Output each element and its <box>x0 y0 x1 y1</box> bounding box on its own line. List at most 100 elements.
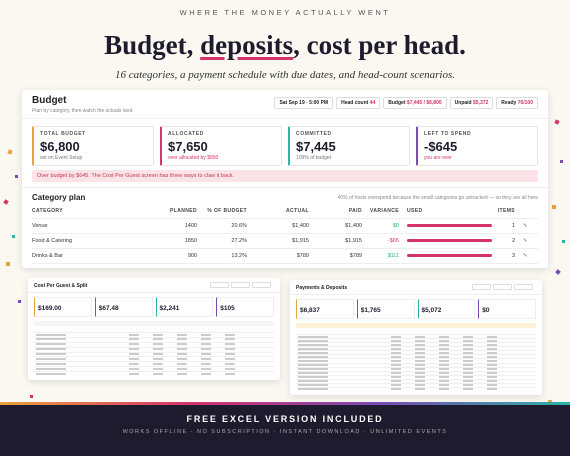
card-value: $7,650 <box>168 139 208 154</box>
table-row <box>296 350 536 352</box>
row-text <box>298 372 328 375</box>
pills: Sat Sep 19 · 5:00 PM Head count 44 Budget … <box>274 97 538 109</box>
row-text <box>128 353 243 356</box>
column-header: USED <box>407 208 423 214</box>
table-row <box>34 366 274 368</box>
footer-title: FREE EXCEL VERSION INCLUDED <box>186 414 384 424</box>
row-text <box>128 338 243 341</box>
eyebrow: WHERE THE MONEY ACTUALLY WENT <box>179 8 391 17</box>
delete-icon <box>521 253 527 259</box>
delete-icon <box>521 223 527 229</box>
card-label: TOTAL BUDGET <box>40 131 86 137</box>
screen-window: Payments & Deposits $6,837 $1,765 $5,072 $0 <box>290 280 542 395</box>
row-text <box>36 348 66 351</box>
pill-label: Ready <box>501 100 517 106</box>
table-row <box>34 356 274 358</box>
pill: Sat Sep 19 · 5:00 PM <box>274 97 334 109</box>
row-text <box>128 357 243 360</box>
table-cell: 27.2% <box>231 238 247 244</box>
used-bar <box>407 239 492 242</box>
footer-subtitle: WORKS OFFLINE · NO SUBSCRIPTION · INSTAN… <box>122 429 448 435</box>
table-cell: $1,915 <box>292 238 309 244</box>
divider <box>28 292 280 293</box>
table-cell: 1850 <box>184 238 197 244</box>
column-header: ITEMS <box>497 208 515 214</box>
table-row <box>296 386 536 388</box>
divider <box>290 294 542 295</box>
card-value: $1,765 <box>360 307 381 314</box>
row-text <box>298 388 328 391</box>
table-row <box>296 378 536 380</box>
table-cell: Venue <box>32 223 48 229</box>
table-row <box>34 332 274 333</box>
budget-window: Budget Plan by category, then watch the a… <box>22 90 548 268</box>
row-text <box>390 380 505 383</box>
stat-card: $5,072 <box>417 299 476 319</box>
table-cell: $1,915 <box>345 238 362 244</box>
table-cell: $1,400 <box>345 223 362 229</box>
table-row <box>34 336 274 338</box>
row-text <box>298 355 328 358</box>
card-value: $67.48 <box>98 305 119 312</box>
row-text <box>128 372 243 375</box>
column-header: PLANNED <box>170 208 197 214</box>
pill: Head count 44 <box>336 97 381 109</box>
table-row <box>296 338 536 340</box>
row-text <box>36 367 66 370</box>
stat-card: $169.00 <box>34 297 92 317</box>
table-row <box>296 358 536 360</box>
row-text <box>36 333 66 336</box>
banner <box>296 323 536 328</box>
plan-title: Category plan <box>32 193 86 202</box>
row-text <box>298 343 328 346</box>
table-row <box>34 346 274 348</box>
pill-label: Head count <box>341 100 369 106</box>
pill-label: Budget <box>388 100 406 106</box>
card-value: -$645 <box>424 139 458 154</box>
pill-value: 44 <box>369 100 376 106</box>
row-text <box>390 364 505 366</box>
table-cell: $111 <box>387 253 399 259</box>
headline: Budget, deposits, cost per head. <box>0 30 570 61</box>
stat-card: LEFT TO SPEND -$645 you are over <box>416 126 538 166</box>
row-text <box>298 376 328 379</box>
card-label: ALLOCATED <box>168 131 204 137</box>
table-row <box>296 334 536 335</box>
row-text <box>128 348 243 351</box>
footer: FREE EXCEL VERSION INCLUDED WORKS OFFLINE… <box>0 405 570 456</box>
delete-icon <box>521 238 527 244</box>
table-cell: 1400 <box>184 223 197 229</box>
card-value: $6,800 <box>40 139 80 154</box>
table-cell: 3 <box>511 253 515 259</box>
pill <box>231 282 250 288</box>
card-label: LEFT TO SPEND <box>424 131 472 137</box>
pill-label: Unpaid <box>454 100 472 106</box>
card-value: $105 <box>220 305 235 312</box>
table-row <box>34 351 274 353</box>
row-border <box>32 233 538 234</box>
table-row <box>296 342 536 344</box>
table-cell: 13.2% <box>231 253 247 259</box>
stat-card: $105 <box>216 297 274 317</box>
table-cell: Food & Catering <box>32 238 73 244</box>
row-text <box>298 335 328 338</box>
headline-part: , cost per head. <box>293 30 466 60</box>
row-text <box>390 347 505 350</box>
row-text <box>390 335 505 338</box>
table-row <box>296 374 536 376</box>
stat-card: $0 <box>478 299 536 319</box>
row-text <box>128 367 243 370</box>
stat-card: COMMITTED $7,445 109% of budget <box>288 126 410 166</box>
table-row <box>34 361 274 363</box>
column-header: CATEGORY <box>32 208 63 214</box>
column-header: VARIANCE <box>370 208 399 214</box>
window-title: Payments & Deposits <box>296 285 348 291</box>
table-cell: $789 <box>296 253 309 259</box>
card-note: you are over <box>424 155 452 161</box>
table-cell: $1,400 <box>292 223 309 229</box>
alert: Over budget by $645. The Cost Per Guest … <box>32 170 538 182</box>
table-row <box>34 341 274 343</box>
pill <box>514 284 533 290</box>
table-cell: $789 <box>349 253 362 259</box>
